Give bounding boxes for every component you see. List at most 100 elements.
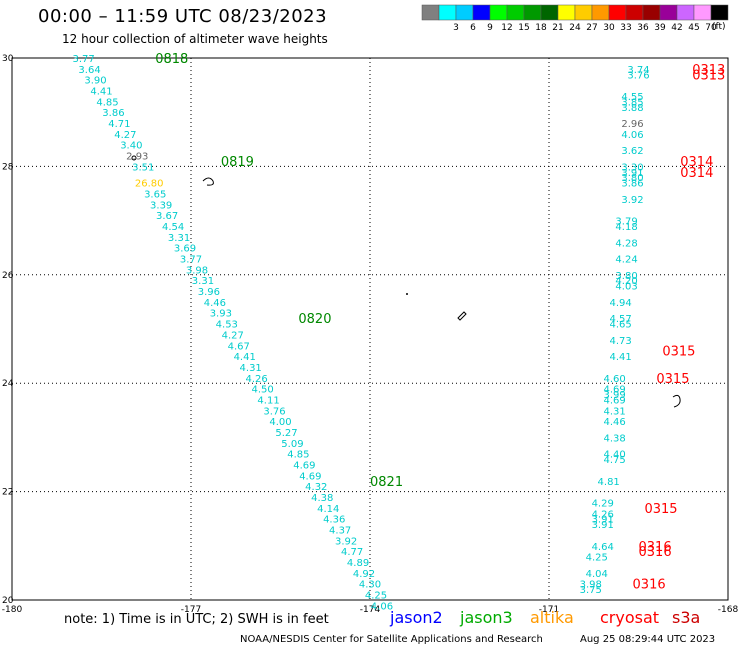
island-outline	[672, 394, 681, 408]
colorbar-tick-label: 36	[637, 23, 649, 33]
wave-height-label: 3.69	[174, 244, 196, 255]
colorbar-bin	[591, 4, 610, 21]
time-label: 0819	[221, 155, 254, 170]
wave-height-label: 3.77	[72, 54, 94, 65]
wave-height-label: 4.36	[323, 515, 345, 526]
colorbar-bin	[455, 4, 474, 21]
y-tick-label: 20	[2, 596, 14, 606]
colorbar-tick-label: 6	[470, 23, 476, 33]
wave-height-label: 4.27	[114, 130, 136, 141]
colorbar-tick-label: 70	[705, 23, 717, 33]
wave-height-label: 3.31	[192, 276, 214, 287]
wave-height-label: 4.41	[234, 352, 256, 363]
wave-height-label: 3.75	[580, 585, 602, 596]
colorbar-tick-label: 3	[453, 23, 459, 33]
time-label: 0315	[656, 372, 689, 387]
wave-height-label: 3.80	[615, 271, 637, 282]
time-label: 0315	[644, 502, 677, 517]
wave-height-label: 3.98	[580, 580, 602, 591]
colorbar-bin	[625, 4, 644, 21]
y-tick-label: 28	[2, 162, 14, 172]
wave-height-label: 4.06	[621, 130, 643, 141]
colorbar-tick-label: 42	[671, 23, 682, 33]
wave-height-label: 4.41	[609, 352, 631, 363]
wave-height-label: 3.74	[627, 65, 649, 76]
wave-height-label: 4.60	[604, 374, 626, 385]
legend-s3a: s3a	[672, 608, 701, 627]
time-label: 0313	[692, 68, 725, 83]
wave-height-label: 4.64	[592, 542, 614, 553]
wave-height-label: 3.64	[78, 65, 100, 76]
wave-height-label: 4.20	[615, 276, 637, 287]
wave-height-label: 4.11	[257, 395, 279, 406]
time-label: 0313	[692, 63, 725, 78]
legend-altika: altika	[530, 608, 574, 627]
wave-height-label: 4.69	[604, 385, 626, 396]
wave-height-label: 3.65	[144, 190, 166, 201]
colorbar-tick-label: 18	[535, 23, 547, 33]
time-label: 0821	[370, 475, 403, 490]
colorbar-bin	[642, 4, 661, 21]
wave-height-label: 4.85	[287, 450, 309, 461]
wave-height-label: 5.27	[275, 428, 297, 439]
wave-height-label: 3.51	[132, 162, 154, 173]
wave-height-label: 3.96	[198, 287, 220, 298]
colorbar-bin	[489, 4, 508, 21]
x-tick-label: -171	[539, 605, 559, 615]
wave-height-label: 4.81	[598, 477, 620, 488]
colorbar-tick-label: 24	[569, 23, 581, 33]
page-title: 00:00 – 11:59 UTC 08/23/2023	[38, 6, 328, 27]
wave-height-label: 3.86	[102, 108, 124, 119]
colorbar-unit: (ft)	[712, 22, 726, 32]
colorbar-tick-label: 9	[487, 23, 493, 33]
wave-height-label: 4.38	[604, 433, 626, 444]
x-tick-label: -180	[2, 605, 23, 615]
wave-height-label: 4.32	[305, 482, 327, 493]
wave-height-label: 4.03	[615, 282, 637, 293]
colorbar-tick-label: 45	[688, 23, 699, 33]
time-label: 0316	[633, 578, 666, 593]
wave-height-label: 4.30	[359, 580, 381, 591]
time-label: 0316	[639, 545, 672, 560]
colorbar-tick-label: 12	[501, 23, 512, 33]
wave-height-label: 4.73	[609, 336, 631, 347]
wave-height-label: 3.92	[621, 195, 643, 206]
island-outline	[131, 155, 137, 161]
colorbar-bin	[608, 4, 627, 21]
colorbar-bin	[659, 4, 678, 21]
x-tick-label: -174	[360, 605, 381, 615]
wave-height-label: 4.67	[228, 341, 250, 352]
wave-height-label: 4.37	[329, 526, 351, 537]
wave-height-label: 4.38	[311, 493, 333, 504]
wave-height-label: 3.90	[84, 76, 106, 87]
island-outline	[202, 177, 214, 186]
wave-height-label: 4.89	[347, 558, 369, 569]
wave-height-label: 4.69	[293, 461, 315, 472]
wave-height-label: 3.91	[592, 515, 614, 526]
wave-height-label: 3.99	[604, 390, 626, 401]
colorbar-tick-label: 39	[654, 23, 666, 33]
legend-jason3: jason3	[460, 608, 513, 627]
wave-height-label: 3.77	[180, 255, 202, 266]
island-outline	[406, 293, 408, 295]
wave-height-label: 4.31	[240, 363, 262, 374]
colorbar-bin	[472, 4, 491, 21]
footer-timestamp: Aug 25 08:29:44 UTC 2023	[580, 634, 716, 645]
colorbar-tick-label: 21	[552, 23, 563, 33]
wave-height-label: 26.80	[135, 179, 164, 190]
y-tick-label: 22	[2, 488, 13, 498]
wave-height-label: 4.06	[371, 601, 393, 612]
wave-height-label: 4.18	[615, 222, 637, 233]
wave-height-label: 4.71	[108, 119, 130, 130]
wave-height-label: 3.79	[615, 217, 637, 228]
wave-height-label: 3.86	[621, 179, 643, 190]
wave-height-label: 4.92	[353, 569, 375, 580]
wave-height-label: 4.40	[604, 450, 626, 461]
footer-note: note: 1) Time is in UTC; 2) SWH is in fe…	[64, 612, 329, 627]
wave-height-label: 4.31	[604, 406, 626, 417]
wave-height-label: 3.91	[592, 520, 614, 531]
wave-height-label: 4.69	[604, 395, 626, 406]
wave-height-label: 4.25	[365, 591, 387, 602]
wave-height-label: 4.65	[609, 320, 631, 331]
colorbar-bin	[557, 4, 576, 21]
